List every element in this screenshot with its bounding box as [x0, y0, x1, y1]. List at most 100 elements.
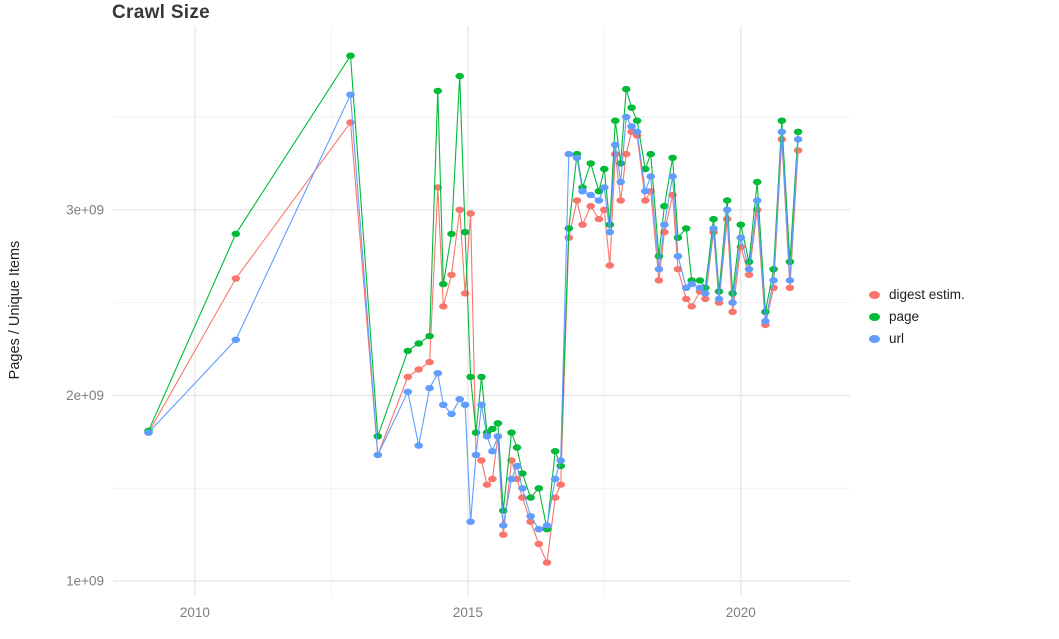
series-point-page	[736, 221, 746, 228]
series-point-digest-estim	[621, 150, 631, 158]
series-point-url	[744, 266, 754, 273]
series-point-url	[605, 228, 615, 236]
series-point-url	[414, 442, 424, 449]
series-point-digest-estim	[346, 119, 355, 126]
series-point-url	[488, 448, 497, 455]
legend-item-page: page	[869, 309, 965, 324]
series-point-page	[550, 448, 560, 455]
series-point-page	[231, 230, 241, 238]
series-point-page	[714, 288, 724, 295]
y-tick-label: 2e+09	[66, 388, 104, 403]
chart-title: Crawl Size	[112, 2, 211, 23]
series-point-page	[660, 202, 669, 210]
series-point-url	[709, 225, 718, 232]
legend-item-label: digest estim.	[889, 287, 965, 302]
series-point-url	[769, 277, 778, 284]
series-point-page	[414, 340, 424, 347]
series-point-digest-estim	[507, 457, 516, 464]
series-point-digest-estim	[586, 202, 595, 210]
series-point-url	[654, 266, 664, 273]
series-point-page	[769, 266, 778, 273]
y-tick-label: 3e+09	[66, 202, 104, 217]
series-point-url	[695, 284, 705, 291]
y-tick-label: 1e+09	[66, 574, 104, 589]
series-point-url	[556, 457, 565, 464]
series-point-page	[785, 258, 795, 265]
series-point-url	[425, 384, 434, 392]
series-point-url	[346, 91, 355, 98]
series-point-url	[507, 475, 516, 483]
series-point-url	[564, 150, 574, 158]
series-point-page	[668, 154, 677, 161]
series-point-page	[425, 332, 434, 340]
series-point-page	[447, 230, 456, 238]
series-point-page	[534, 485, 544, 492]
series-point-url	[512, 462, 522, 470]
series-point-url	[144, 429, 153, 436]
series-point-url	[447, 410, 456, 418]
series-point-url	[482, 433, 492, 440]
series-point-url	[578, 188, 587, 195]
series-point-page	[564, 225, 574, 232]
series-point-page	[722, 197, 732, 204]
series-point-page	[627, 104, 636, 111]
series-point-url	[542, 522, 552, 529]
series-point-digest-estim	[728, 308, 737, 316]
series-point-page	[466, 373, 475, 381]
series-point-digest-estim	[466, 210, 475, 217]
series-point-digest-estim	[793, 147, 803, 154]
series-point-page	[695, 277, 705, 284]
series-point-digest-estim	[488, 475, 497, 483]
series-point-url	[627, 123, 636, 130]
series-point-digest-estim	[594, 215, 604, 223]
series-point-digest-estim	[455, 206, 465, 213]
series-point-page	[586, 160, 595, 167]
series-point-page	[488, 425, 497, 433]
series-point-url	[646, 173, 655, 180]
legend-item-url: url	[869, 331, 965, 346]
series-point-url	[673, 253, 683, 260]
legend-dot-icon	[869, 312, 880, 321]
x-tick-label: 2020	[726, 605, 756, 620]
series-point-digest-estim	[605, 262, 615, 269]
series-point-digest-estim	[681, 295, 691, 303]
series-point-digest-estim	[572, 197, 582, 204]
x-tick-label: 2015	[453, 605, 483, 620]
series-point-digest-estim	[482, 481, 492, 488]
series-point-url	[611, 141, 620, 148]
series-point-page	[556, 462, 565, 470]
legend-dot-icon	[869, 334, 880, 343]
series-point-page	[493, 420, 503, 427]
series-point-digest-estim	[460, 290, 470, 297]
series-point-page	[460, 228, 470, 236]
series-point-digest-estim	[550, 494, 560, 501]
series-point-page	[439, 280, 448, 288]
series-point-url	[668, 173, 677, 180]
series-point-digest-estim	[499, 531, 508, 538]
series-point-digest-estim	[654, 277, 664, 284]
series-point-url	[466, 518, 475, 525]
series-point-page	[346, 52, 355, 59]
series-point-url	[526, 513, 535, 520]
series-point-page	[681, 225, 691, 232]
series-point-digest-estim	[578, 221, 587, 228]
series-point-page	[373, 433, 383, 440]
series-point-page	[611, 117, 620, 124]
series-point-page	[477, 373, 486, 381]
series-point-page	[512, 444, 522, 451]
series-point-url	[499, 522, 508, 529]
series-point-digest-estim	[785, 284, 795, 291]
series-point-digest-estim	[556, 481, 565, 488]
series-point-page	[673, 234, 683, 241]
series-point-url	[621, 113, 631, 121]
series-point-digest-estim	[433, 184, 443, 191]
series-point-url	[403, 388, 413, 395]
series-point-url	[728, 299, 737, 306]
legend: digest estim. page url	[869, 287, 965, 346]
series-point-url	[231, 336, 241, 343]
series-point-digest-estim	[231, 275, 241, 282]
series-point-url	[752, 197, 762, 204]
legend-dot-icon	[869, 290, 880, 299]
